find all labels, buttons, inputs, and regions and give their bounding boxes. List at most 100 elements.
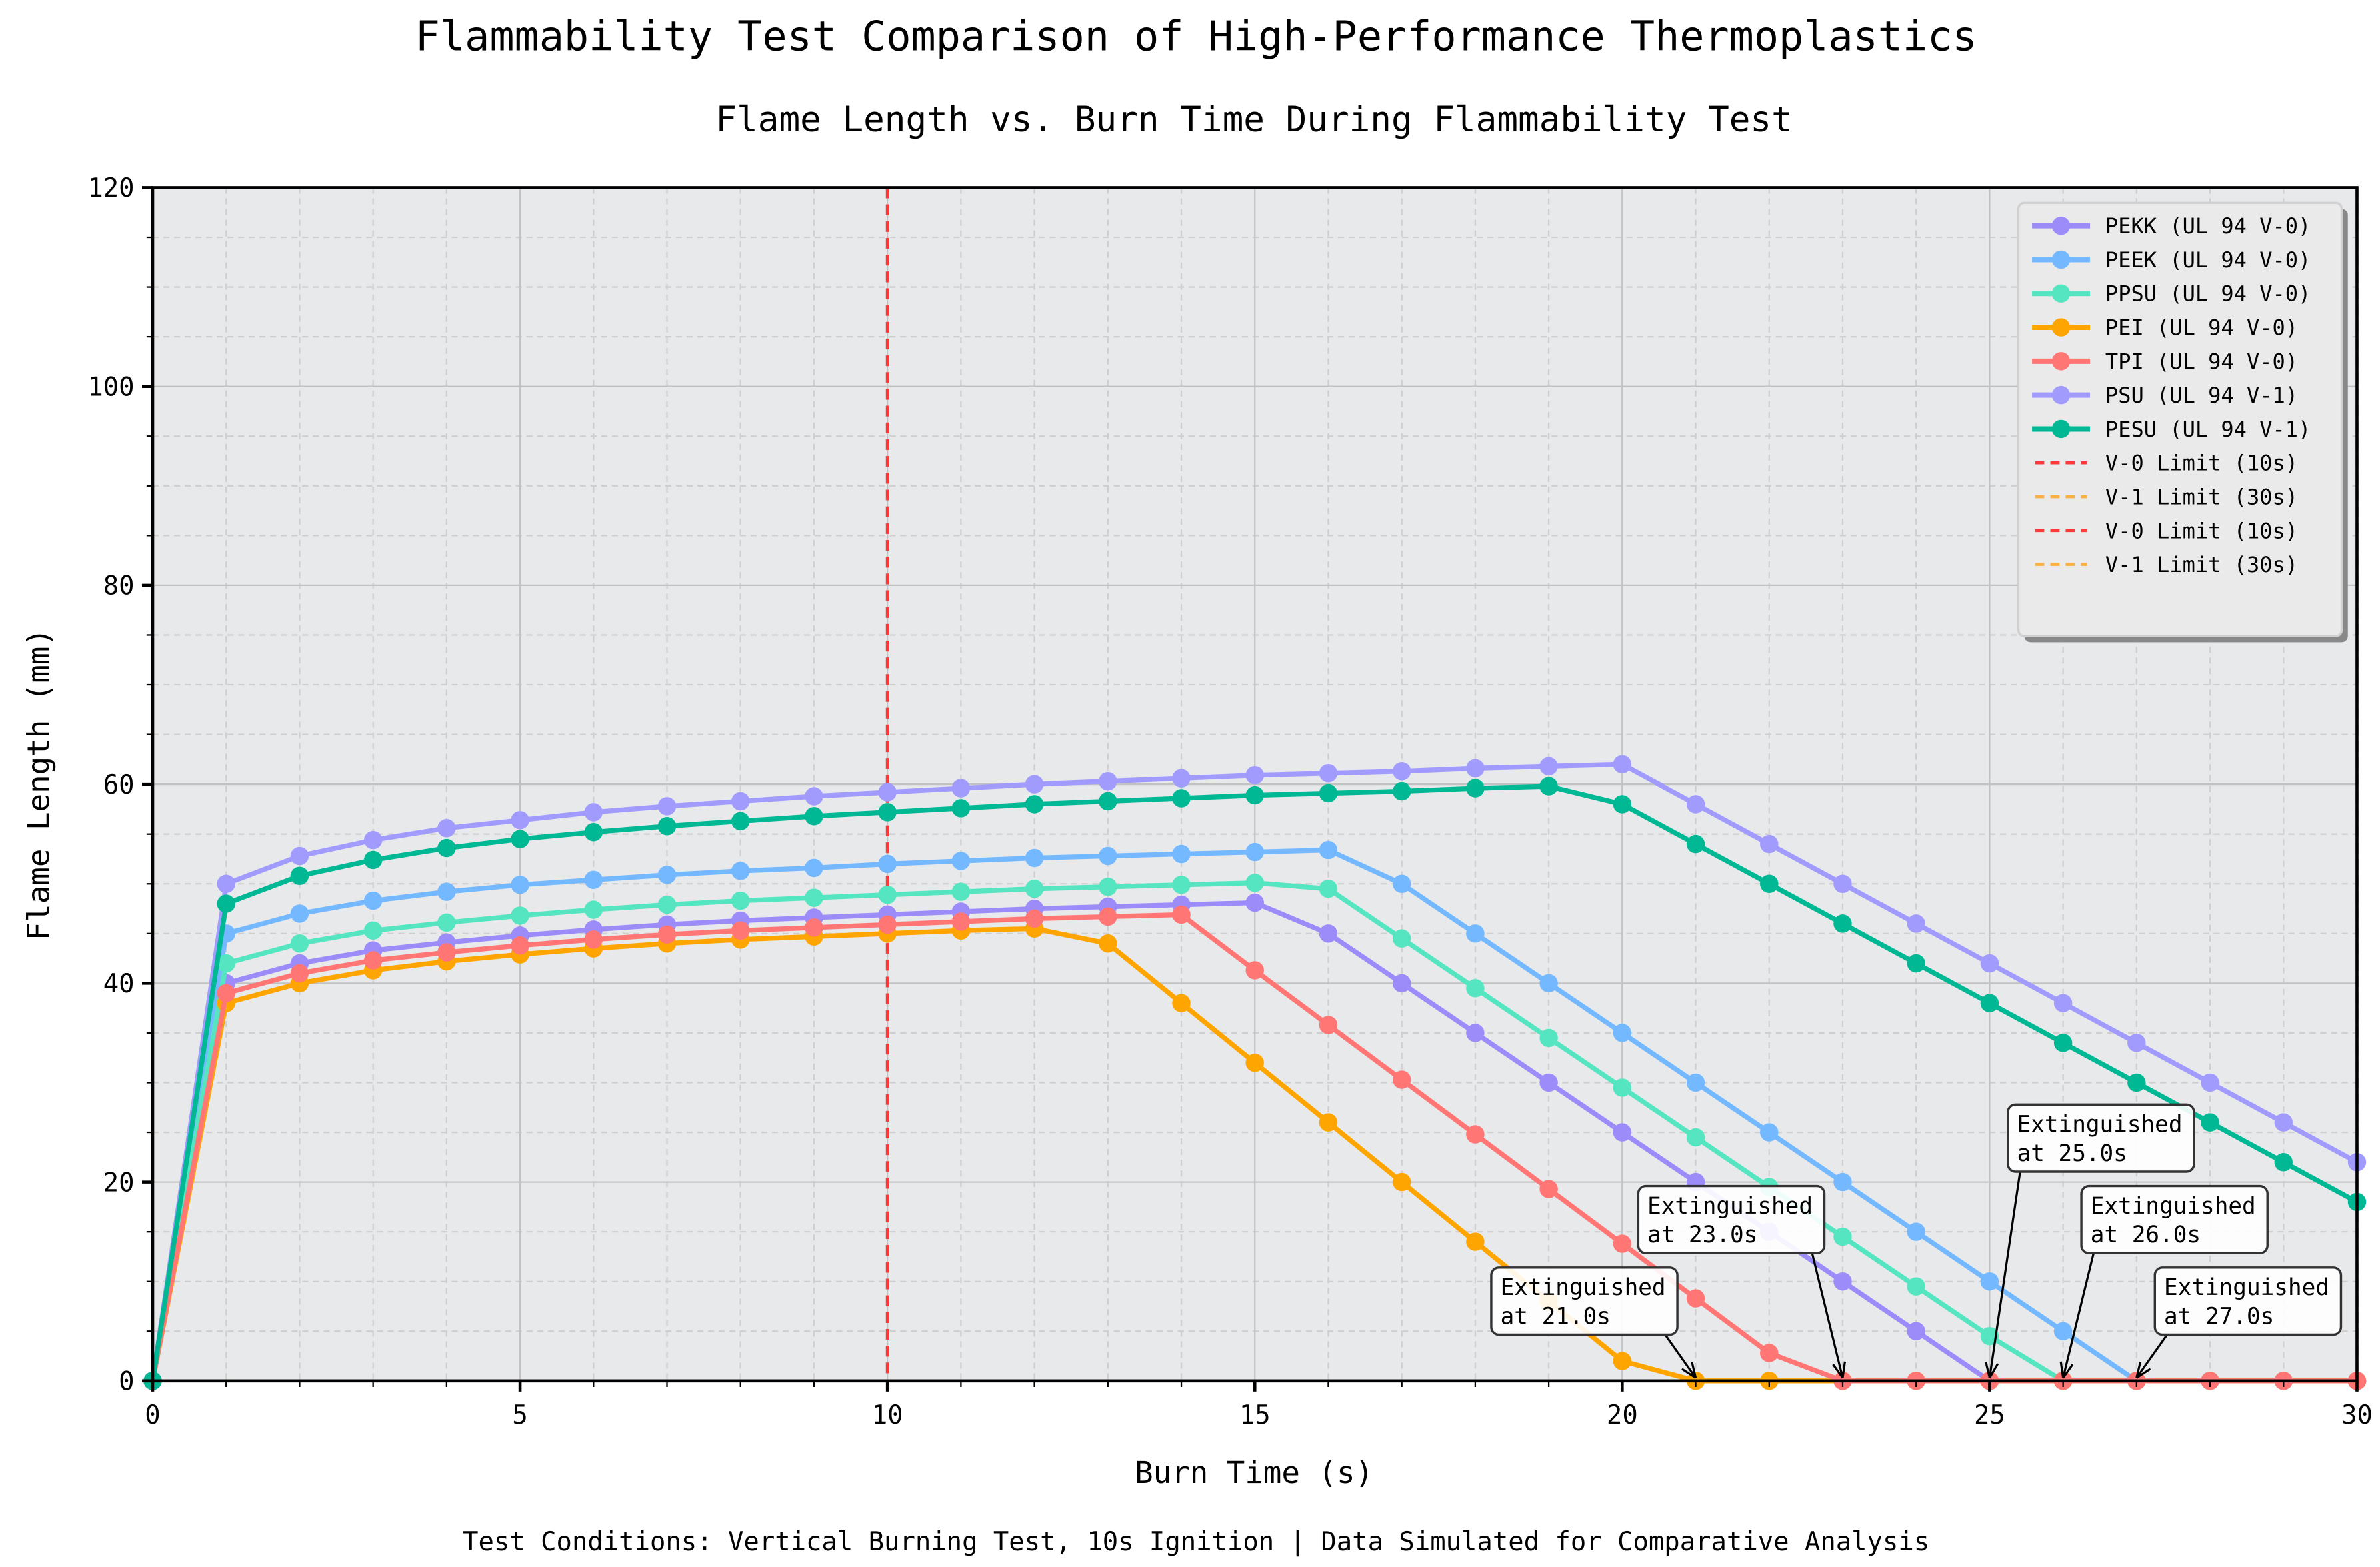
y-tick-label: 100 [87, 372, 134, 402]
data-point [1172, 905, 1191, 924]
data-point [363, 830, 383, 850]
data-point [511, 906, 529, 925]
data-point [657, 925, 677, 944]
data-point [1466, 1232, 1485, 1251]
data-point [805, 787, 823, 806]
legend-label: PEKK (UL 94 V-0) [2105, 213, 2311, 239]
data-point [878, 915, 897, 934]
y-tick-label: 60 [103, 770, 135, 800]
arrow-head-icon [2135, 1361, 2151, 1379]
data-point [2201, 1073, 2219, 1092]
data-point [1686, 795, 1705, 814]
data-point [1686, 834, 1705, 854]
legend-marker [2051, 385, 2071, 405]
data-point [951, 852, 971, 870]
data-point [805, 888, 823, 907]
data-point [290, 904, 309, 923]
data-point [1980, 1272, 1999, 1291]
data-point [2053, 994, 2073, 1012]
legend-label: PEEK (UL 94 V-0) [2105, 247, 2311, 273]
annotation-box [2080, 1184, 2269, 1254]
data-point [657, 797, 677, 816]
x-tick-label: 5 [512, 1400, 527, 1430]
data-point [363, 850, 383, 870]
data-point [584, 870, 603, 890]
annotation-arrow [2062, 1252, 2095, 1378]
data-point [1392, 762, 1411, 781]
legend-marker [2051, 216, 2071, 235]
data-point [878, 885, 897, 904]
data-point [1319, 764, 1338, 783]
legend: PEKK (UL 94 V-0) PEEK (UL 94 V-0) PPSU (UL… [2017, 201, 2348, 643]
annotation-arrow [1988, 1171, 2021, 1378]
data-point [731, 891, 750, 910]
data-point [217, 954, 235, 973]
data-point [1539, 777, 1558, 796]
data-point [363, 891, 383, 910]
data-point [1760, 1344, 1779, 1362]
annotation-box [1637, 1184, 1826, 1254]
data-point [511, 811, 529, 830]
data-point [217, 894, 235, 913]
data-point [2127, 1034, 2146, 1052]
data-point [1025, 848, 1044, 868]
data-point [657, 866, 677, 884]
data-point [1392, 874, 1411, 893]
data-point [1025, 909, 1044, 928]
data-point [657, 817, 677, 836]
legend-marker [2051, 284, 2071, 303]
data-point [1833, 1227, 1852, 1246]
data-point [1833, 1272, 1852, 1291]
data-point [1613, 795, 1632, 814]
annotation-text: Extinguished [2091, 1193, 2256, 1220]
data-point [1466, 924, 1485, 943]
data-point [805, 807, 823, 826]
data-point [1245, 874, 1264, 892]
data-point [878, 803, 897, 822]
annotation-arrow [2135, 1334, 2168, 1379]
data-point [1980, 954, 1999, 973]
data-point [1760, 1123, 1779, 1142]
data-point [1907, 1322, 1925, 1341]
data-point [1613, 1234, 1632, 1253]
data-point [1099, 878, 1117, 896]
data-point [1245, 961, 1264, 980]
figure-suptitle: Flammability Test Comparison of High-Per… [415, 13, 1977, 61]
arrow-head-icon [1832, 1361, 1847, 1379]
data-point [1466, 1024, 1485, 1042]
data-point [1319, 784, 1338, 803]
data-point [1099, 934, 1117, 953]
annotation-arrow [1664, 1334, 1697, 1379]
x-axis-label: Burn Time (s) [1135, 1455, 1373, 1490]
data-point [1319, 840, 1338, 860]
data-point [2201, 1113, 2219, 1132]
data-point [1319, 1016, 1338, 1034]
y-tick-label: 20 [103, 1168, 135, 1198]
data-point [1686, 1128, 1705, 1147]
annotation-text: Extinguished [2017, 1111, 2183, 1138]
data-point [437, 943, 456, 962]
annotation-text: Extinguished [1647, 1193, 1813, 1220]
legend-marker [2051, 318, 2071, 337]
data-point [731, 921, 750, 940]
data-point [290, 846, 309, 866]
data-point [1319, 1113, 1338, 1132]
data-point [1099, 846, 1117, 866]
data-point [951, 779, 971, 798]
annotation-box [1490, 1266, 1679, 1336]
annotation-text: at 21.0s [1501, 1304, 1611, 1330]
data-point [1392, 1172, 1411, 1192]
data-point [1760, 834, 1779, 854]
data-point [1392, 929, 1411, 948]
data-point [657, 895, 677, 914]
data-point [1245, 765, 1264, 785]
data-point [1539, 1180, 1558, 1198]
data-point [511, 876, 529, 894]
data-point [1907, 914, 1925, 933]
data-point [1319, 924, 1338, 943]
data-point [1466, 759, 1485, 778]
annotation-arrow [1811, 1252, 1844, 1378]
data-point [731, 792, 750, 811]
